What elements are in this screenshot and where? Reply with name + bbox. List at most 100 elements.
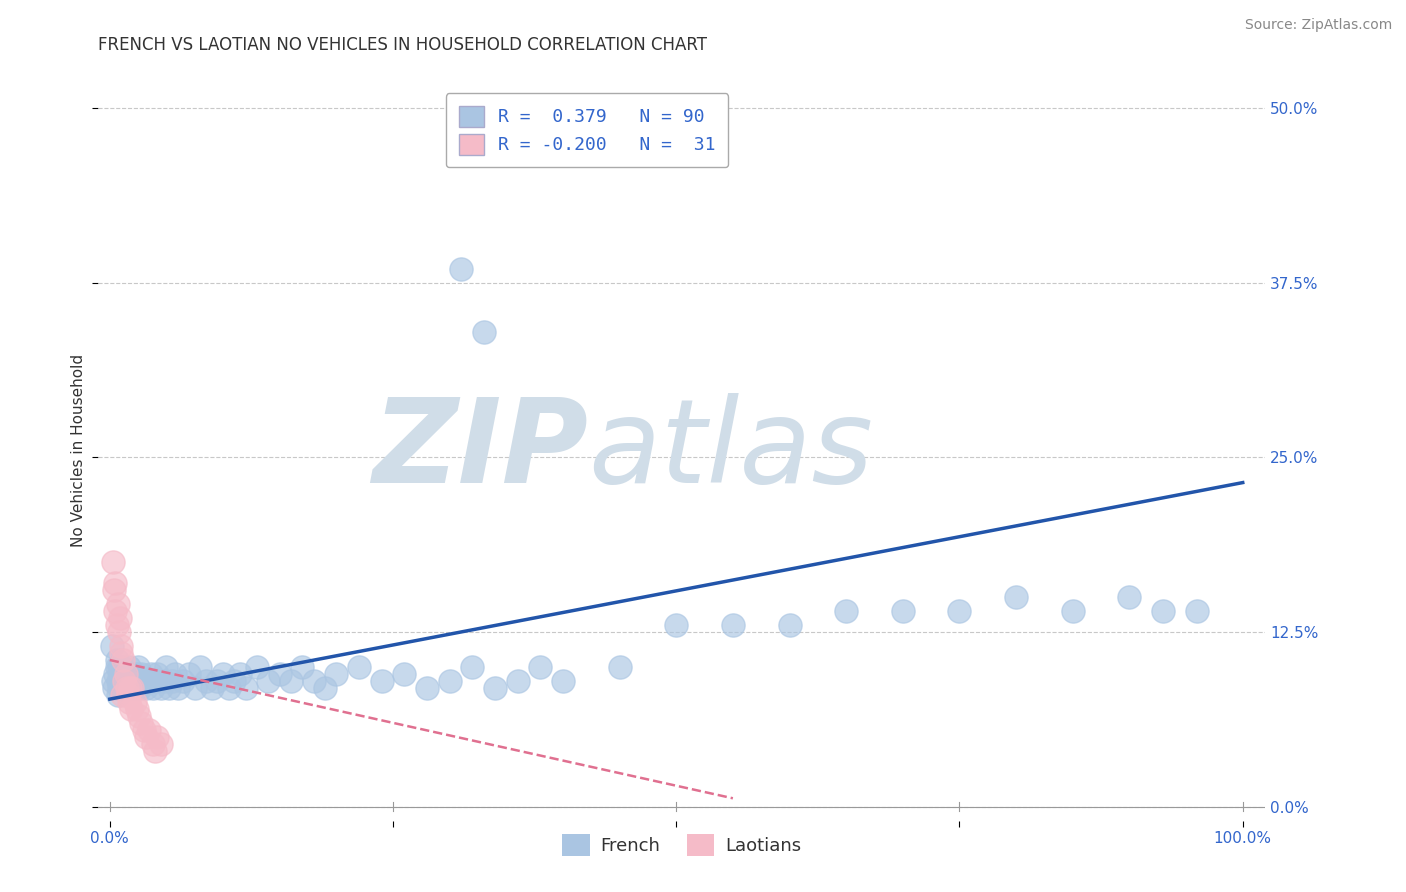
Point [120, 681, 142, 695]
Point [104, 576, 127, 591]
Text: Source: ZipAtlas.com: Source: ZipAtlas.com [1244, 18, 1392, 32]
Point [101, 673, 124, 688]
Point [166, 681, 188, 695]
Point [120, 673, 142, 688]
Point [118, 660, 141, 674]
Point [891, 604, 914, 618]
Point [269, 667, 291, 681]
Point [128, 709, 150, 723]
Point [1005, 590, 1028, 604]
Point [135, 730, 157, 744]
Point [149, 681, 172, 695]
Point [110, 639, 132, 653]
Text: FRENCH VS LAOTIAN NO VEHICLES IN HOUSEHOLD CORRELATION CHART: FRENCH VS LAOTIAN NO VEHICLES IN HOUSEHO… [98, 36, 707, 54]
Point [160, 673, 183, 688]
Point [101, 555, 124, 569]
Point [183, 681, 205, 695]
Point [107, 673, 129, 688]
Point [325, 667, 347, 681]
Point [110, 646, 132, 660]
Point [218, 681, 240, 695]
Point [153, 673, 176, 688]
Point [104, 604, 127, 618]
Point [124, 695, 146, 709]
Point [1152, 604, 1174, 618]
Point [115, 681, 138, 695]
Point [114, 681, 136, 695]
Point [212, 667, 235, 681]
Point [114, 667, 136, 681]
Point [235, 681, 257, 695]
Point [115, 681, 138, 695]
Point [112, 653, 135, 667]
Point [107, 688, 129, 702]
Point [107, 597, 129, 611]
Point [370, 673, 392, 688]
Point [416, 681, 439, 695]
Point [136, 673, 159, 688]
Point [948, 604, 970, 618]
Point [835, 604, 858, 618]
Point [105, 660, 128, 674]
Point [108, 660, 131, 674]
Point [115, 673, 138, 688]
Point [105, 618, 128, 632]
Point [1187, 604, 1209, 618]
Point [110, 673, 132, 688]
Point [117, 667, 139, 681]
Point [224, 673, 246, 688]
Point [665, 618, 688, 632]
Point [229, 667, 252, 681]
Point [138, 723, 160, 737]
Point [112, 673, 135, 688]
Point [120, 702, 142, 716]
Point [132, 723, 155, 737]
Point [125, 702, 148, 716]
Point [157, 681, 180, 695]
Text: atlas: atlas [589, 393, 873, 508]
Point [207, 673, 229, 688]
Point [108, 667, 131, 681]
Point [172, 673, 194, 688]
Point [347, 660, 370, 674]
Point [114, 667, 136, 681]
Point [143, 673, 166, 688]
Point [129, 681, 152, 695]
Point [529, 660, 551, 674]
Point [117, 688, 139, 702]
Point [101, 639, 124, 653]
Point [472, 325, 495, 339]
Point [127, 660, 149, 674]
Point [551, 673, 574, 688]
Point [302, 673, 325, 688]
Point [132, 673, 155, 688]
Point [177, 667, 200, 681]
Point [125, 667, 148, 681]
Point [105, 653, 128, 667]
Point [506, 673, 529, 688]
Point [142, 737, 165, 751]
Point [721, 618, 744, 632]
Text: ZIP: ZIP [373, 393, 589, 508]
Point [394, 667, 416, 681]
Point [135, 681, 157, 695]
Point [139, 667, 162, 681]
Point [190, 660, 212, 674]
Point [110, 681, 132, 695]
Point [149, 737, 172, 751]
Y-axis label: No Vehicles in Household: No Vehicles in Household [70, 354, 86, 547]
Point [779, 618, 801, 632]
Point [165, 667, 187, 681]
Point [146, 667, 169, 681]
Point [1118, 590, 1140, 604]
Point [121, 667, 143, 681]
Point [124, 673, 146, 688]
Point [314, 681, 336, 695]
Point [108, 611, 131, 625]
Point [125, 681, 148, 695]
Legend: French, Laotians: French, Laotians [555, 827, 808, 863]
Point [118, 695, 141, 709]
Point [108, 625, 131, 640]
Point [111, 660, 134, 674]
Point [108, 681, 131, 695]
